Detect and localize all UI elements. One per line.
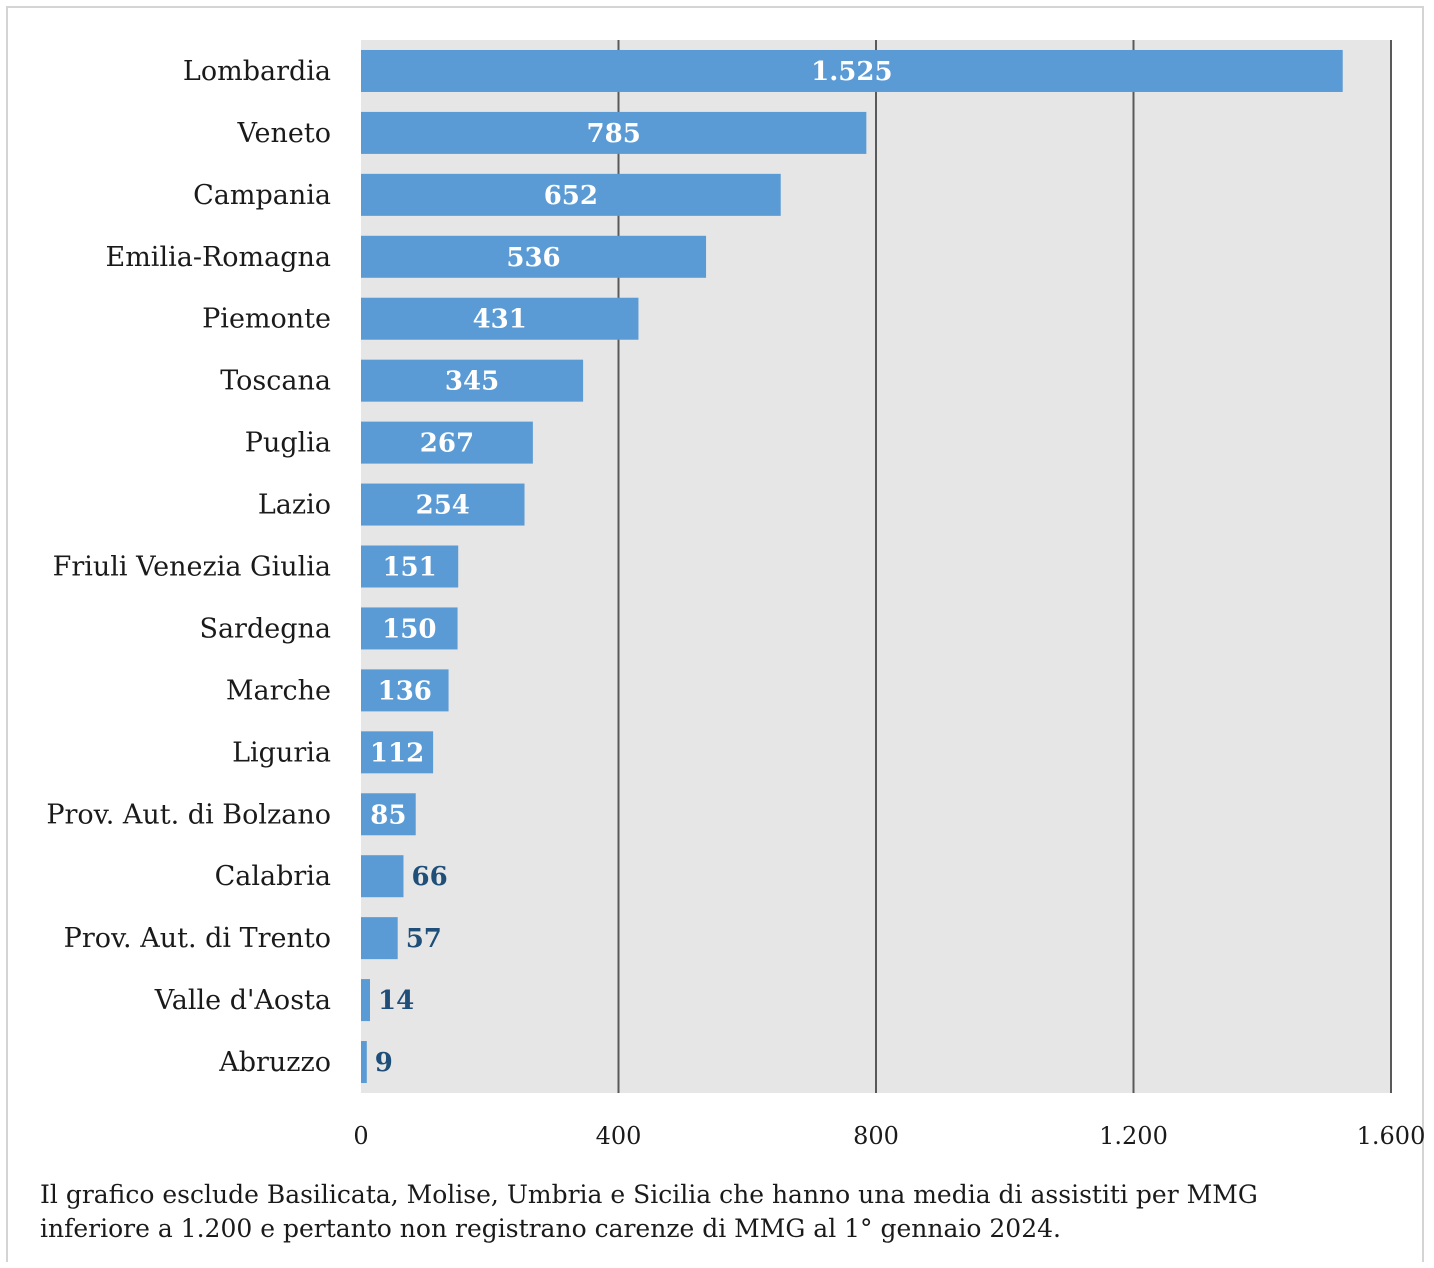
bar-4: [361, 297, 639, 340]
category-label-6: Puglia: [245, 428, 331, 459]
bar-15: [361, 979, 371, 1022]
category-label-4: Piemonte: [202, 304, 331, 335]
category-label-16: Abruzzo: [218, 1047, 331, 1078]
category-label-9: Sardegna: [199, 613, 331, 644]
category-label-8: Friuli Venezia Giulia: [53, 552, 331, 583]
category-label-12: Prov. Aut. di Bolzano: [46, 799, 331, 830]
chart-footnote: Il grafico esclude Basilicata, Molise, U…: [40, 1178, 1380, 1246]
bar-0: [361, 49, 1343, 92]
x-tick-label-4: 1.600: [1357, 1122, 1426, 1150]
bar-chart: Lombardia Veneto Campania Emilia-Romagna Pie…: [46, 40, 1425, 1150]
bar-10: [361, 669, 449, 712]
bar-13: [361, 855, 404, 898]
category-label-11: Liguria: [232, 737, 331, 768]
value-label-12: 85: [370, 800, 406, 830]
bar-16: [361, 1041, 367, 1084]
footnote-line-2: inferiore a 1.200 e pertanto non registr…: [40, 1214, 1061, 1243]
chart-frame: [6, 6, 1424, 1262]
bar-11: [361, 731, 434, 774]
bar-3: [361, 235, 707, 278]
bar-7: [361, 483, 525, 526]
value-label-0: 1.525: [811, 57, 892, 87]
value-label-11: 112: [370, 738, 424, 768]
category-label-1: Veneto: [237, 118, 331, 149]
category-label-13: Calabria: [215, 861, 331, 892]
value-label-6: 267: [420, 429, 474, 459]
x-tick-label-3: 1.200: [1099, 1122, 1168, 1150]
x-tick-label-2: 800: [853, 1122, 899, 1150]
value-label-5: 345: [445, 367, 499, 397]
value-label-2: 652: [544, 181, 598, 211]
category-label-0: Lombardia: [183, 56, 331, 87]
bar-5: [361, 359, 584, 402]
value-label-9: 150: [382, 614, 436, 644]
x-tick-label-0: 0: [353, 1122, 368, 1150]
category-label-14: Prov. Aut. di Trento: [64, 923, 331, 954]
x-tick-labels: 0 400 800 1.200 1.600: [353, 1122, 1425, 1150]
value-label-7: 254: [416, 491, 470, 521]
bar-1: [361, 111, 867, 154]
bars: [361, 49, 1343, 1084]
value-label-1: 785: [587, 119, 641, 149]
value-label-4: 431: [473, 305, 527, 335]
bar-6: [361, 421, 533, 464]
bar-9: [361, 607, 458, 650]
bar-12: [361, 793, 416, 836]
x-tick-label-1: 400: [596, 1122, 642, 1150]
category-label-10: Marche: [226, 675, 331, 706]
bar-2: [361, 173, 781, 216]
category-labels: Lombardia Veneto Campania Emilia-Romagna Pie…: [46, 56, 331, 1078]
bar-14: [361, 917, 398, 960]
category-label-3: Emilia-Romagna: [106, 242, 332, 273]
value-label-3: 536: [506, 243, 560, 273]
value-label-10: 136: [378, 676, 432, 706]
value-label-15: 14: [378, 986, 414, 1016]
category-label-5: Toscana: [220, 366, 331, 397]
category-label-7: Lazio: [258, 490, 331, 521]
value-label-14: 57: [406, 924, 442, 954]
bar-8: [361, 545, 459, 588]
category-label-15: Valle d'Aosta: [154, 985, 331, 1016]
value-label-8: 151: [382, 553, 436, 583]
footnote-line-1: Il grafico esclude Basilicata, Molise, U…: [40, 1180, 1258, 1209]
category-label-2: Campania: [193, 180, 331, 211]
value-label-16: 9: [375, 1048, 393, 1078]
value-label-13: 66: [411, 862, 447, 892]
value-labels: 1.525 785 652 536 431 345 267 254 151 150 136 112 85…: [370, 57, 893, 1078]
